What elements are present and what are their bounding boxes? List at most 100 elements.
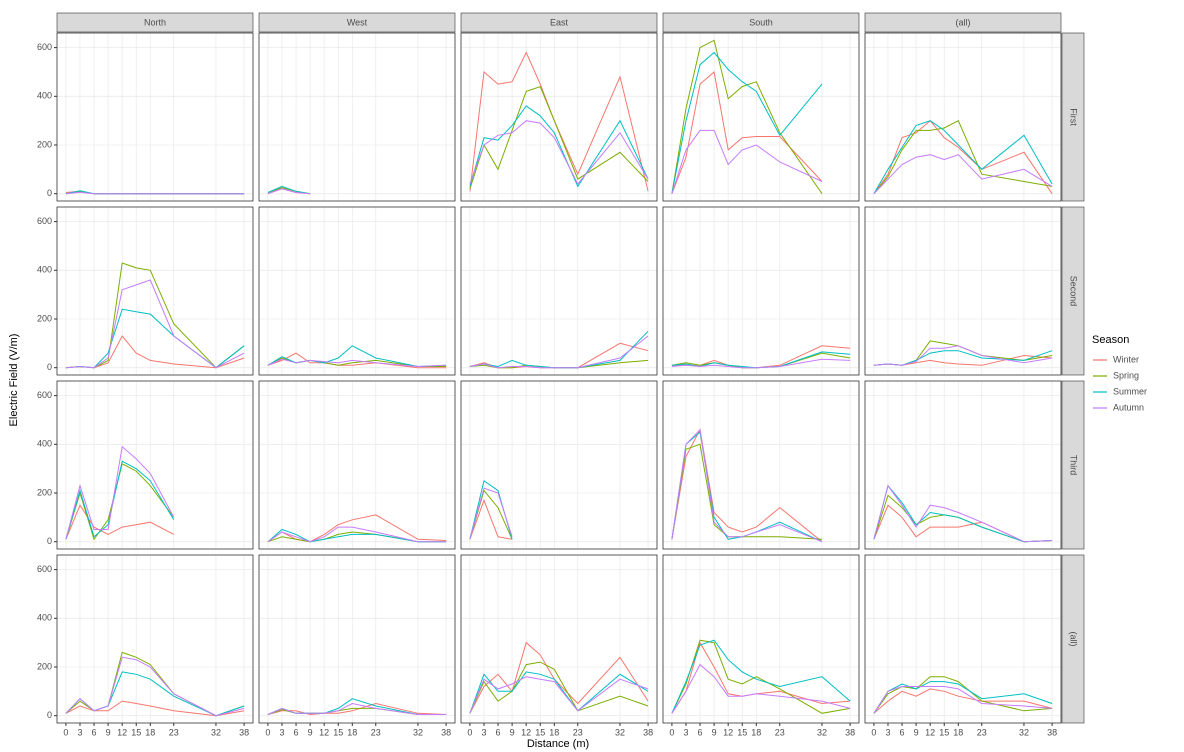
series-line <box>873 120 1053 194</box>
panel-background <box>663 555 859 723</box>
series-line <box>65 700 245 717</box>
x-tick-label: 12 <box>521 727 531 737</box>
column-label: (all) <box>956 17 971 27</box>
y-tick-label: 600 <box>37 564 52 574</box>
panel-border <box>460 554 658 724</box>
y-tick-label: 400 <box>37 91 52 101</box>
panel-background <box>259 555 455 723</box>
x-tick-label: 15 <box>333 727 343 737</box>
series-line <box>873 686 1053 714</box>
panel-border <box>460 206 658 376</box>
series-line <box>671 51 823 194</box>
series-line <box>873 484 1053 543</box>
x-tick-label: 9 <box>308 727 313 737</box>
x-tick-label: 32 <box>413 727 423 737</box>
row-label: Second <box>1069 276 1079 307</box>
panel-border <box>864 380 1062 550</box>
panel-background <box>865 33 1061 201</box>
x-axis-title: Distance (m) <box>527 738 589 750</box>
x-tick-label: 15 <box>131 727 141 737</box>
panel-background <box>57 381 253 549</box>
series-line <box>267 702 447 715</box>
panel-background <box>461 555 657 723</box>
series-line <box>873 484 1053 543</box>
panel-border <box>258 380 456 550</box>
x-tick-label: 23 <box>775 727 785 737</box>
x-tick-label: 12 <box>319 727 329 737</box>
series-line <box>65 460 175 540</box>
row-strip <box>1061 380 1085 550</box>
x-tick-label: 3 <box>481 727 486 737</box>
series-line <box>873 345 1053 366</box>
x-tick-label: 38 <box>441 727 451 737</box>
series-line <box>873 681 1053 714</box>
column-label: East <box>550 17 569 27</box>
column-strip <box>56 12 254 33</box>
series-line <box>671 129 823 194</box>
series-line <box>267 514 447 543</box>
panel-background <box>865 207 1061 375</box>
column-strip <box>460 12 658 33</box>
x-tick-label: 0 <box>467 727 472 737</box>
series-line <box>469 105 649 188</box>
column-strip <box>864 12 1062 33</box>
y-tick-label: 200 <box>37 139 52 149</box>
y-axis-title: Electric Field (V/m) <box>8 334 20 427</box>
y-tick-label: 400 <box>37 265 52 275</box>
x-tick-label: 0 <box>265 727 270 737</box>
x-tick-label: 18 <box>953 727 963 737</box>
panel-border <box>56 380 254 550</box>
panel-background <box>461 33 657 201</box>
panel-border <box>662 554 860 724</box>
row-strip <box>1061 32 1085 202</box>
x-tick-label: 38 <box>239 727 249 737</box>
x-tick-label: 12 <box>925 727 935 737</box>
column-strip <box>258 12 456 33</box>
panel-background <box>865 381 1061 549</box>
x-tick-label: 6 <box>698 727 703 737</box>
legend-label: Autumn <box>1113 402 1144 412</box>
x-tick-label: 3 <box>683 727 688 737</box>
x-tick-label: 32 <box>1019 727 1029 737</box>
x-tick-label: 38 <box>845 727 855 737</box>
x-tick-label: 15 <box>939 727 949 737</box>
series-line <box>65 279 245 369</box>
series-line <box>671 639 851 714</box>
panel-border <box>258 554 456 724</box>
series-line <box>469 671 649 714</box>
x-tick-label: 23 <box>371 727 381 737</box>
x-tick-label: 18 <box>549 727 559 737</box>
row-label: (all) <box>1069 632 1079 647</box>
y-tick-label: 0 <box>47 188 52 198</box>
y-tick-label: 400 <box>37 439 52 449</box>
series-line <box>267 345 447 368</box>
x-tick-label: 0 <box>63 727 68 737</box>
series-line <box>469 335 649 369</box>
panel-border <box>662 380 860 550</box>
legend-label: Spring <box>1113 370 1139 380</box>
series-line <box>267 188 311 195</box>
panel-border <box>56 554 254 724</box>
x-tick-label: 38 <box>1047 727 1057 737</box>
x-tick-label: 32 <box>615 727 625 737</box>
x-tick-label: 6 <box>496 727 501 737</box>
panel-background <box>461 381 657 549</box>
panel-background <box>663 33 859 201</box>
panel-border <box>864 32 1062 202</box>
panel-border <box>460 380 658 550</box>
series-line <box>469 330 649 369</box>
series-line <box>469 641 649 714</box>
panel-border <box>864 554 1062 724</box>
x-tick-label: 18 <box>751 727 761 737</box>
column-strip <box>662 12 860 33</box>
y-tick-label: 0 <box>47 362 52 372</box>
legend-title: Season <box>1092 334 1129 346</box>
x-tick-label: 32 <box>817 727 827 737</box>
series-line <box>65 445 175 540</box>
panel-border <box>258 32 456 202</box>
panel-background <box>259 207 455 375</box>
x-tick-label: 6 <box>900 727 905 737</box>
x-tick-label: 23 <box>169 727 179 737</box>
series-line <box>267 358 447 368</box>
